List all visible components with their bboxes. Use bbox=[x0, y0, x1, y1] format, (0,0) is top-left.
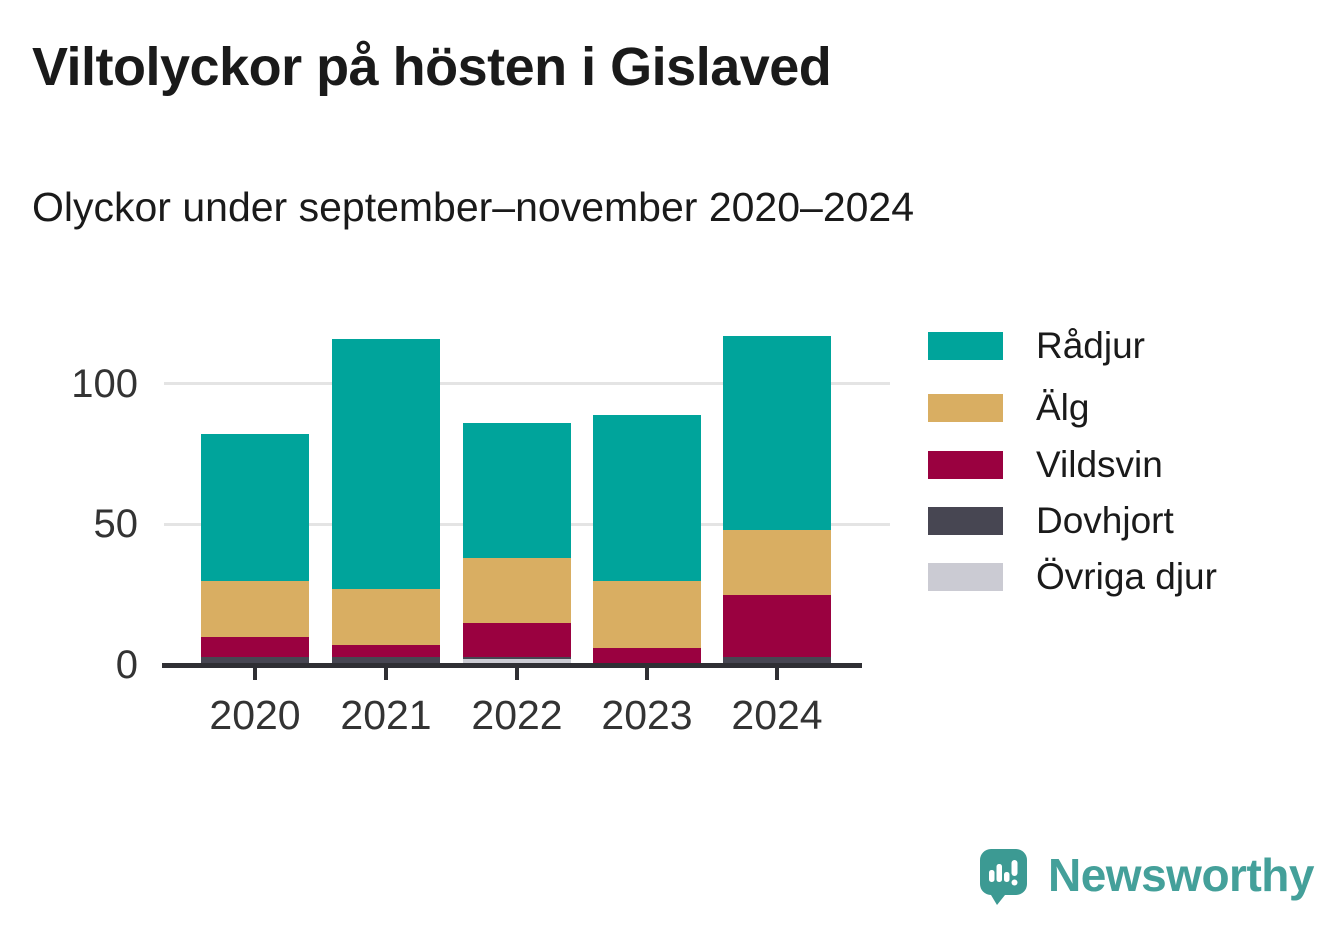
legend-item-Övriga djur: Övriga djur bbox=[928, 556, 1217, 597]
x-axis-tick-label: 2022 bbox=[471, 692, 563, 738]
chart-title: Viltolyckor på hösten i Gislaved bbox=[32, 37, 832, 97]
legend-swatch bbox=[928, 451, 1003, 479]
x-axis-tick bbox=[253, 665, 257, 680]
x-axis-tick-label: 2023 bbox=[601, 692, 693, 738]
newsworthy-bubble-icon bbox=[980, 849, 1027, 905]
x-axis-tick bbox=[384, 665, 388, 680]
newsworthy-logo: Newsworthy bbox=[980, 849, 1314, 906]
bar-segment-2021-Rådjur bbox=[332, 338, 440, 589]
bar-segment-2024-Älg bbox=[723, 529, 831, 595]
x-axis-tick bbox=[515, 665, 519, 680]
legend-swatch bbox=[928, 507, 1003, 535]
bar-segment-2020-Älg bbox=[201, 580, 309, 637]
y-axis-tick-label: 100 bbox=[71, 361, 138, 406]
x-axis-tick-label: 2020 bbox=[209, 692, 301, 738]
legend-swatch bbox=[928, 563, 1003, 591]
bar-segment-2020-Vildsvin bbox=[201, 636, 309, 657]
bar-segment-2022-Älg bbox=[463, 558, 571, 623]
gridline-y100 bbox=[164, 382, 890, 386]
bar-segment-2024-Vildsvin bbox=[723, 594, 831, 657]
legend-label: Dovhjort bbox=[1036, 500, 1174, 541]
legend-label: Älg bbox=[1036, 387, 1090, 428]
newsworthy-wordmark: Newsworthy bbox=[1048, 849, 1314, 901]
x-axis-line bbox=[162, 662, 862, 668]
x-axis-tick-label: 2024 bbox=[731, 692, 823, 738]
legend-swatch bbox=[928, 394, 1003, 422]
x-axis-tick bbox=[645, 665, 649, 680]
legend-label: Vildsvin bbox=[1036, 444, 1163, 485]
bar-segment-2022-Dovhjort bbox=[463, 656, 571, 660]
legend-item-Älg: Älg bbox=[928, 387, 1089, 428]
bar-segment-2023-Älg bbox=[593, 580, 701, 649]
bar-segment-2021-Älg bbox=[332, 589, 440, 646]
legend-item-Dovhjort: Dovhjort bbox=[928, 500, 1174, 541]
legend-swatch bbox=[928, 332, 1003, 360]
x-axis-tick-label: 2021 bbox=[340, 692, 432, 738]
bar-segment-2024-Rådjur bbox=[723, 335, 831, 530]
legend-label: Rådjur bbox=[1036, 325, 1145, 366]
bar-segment-2020-Dovhjort bbox=[201, 656, 309, 665]
bar-segment-2021-Dovhjort bbox=[332, 656, 440, 665]
legend-item-Rådjur: Rådjur bbox=[928, 325, 1145, 366]
bar-segment-2020-Rådjur bbox=[201, 434, 309, 581]
bar-segment-2023-Rådjur bbox=[593, 414, 701, 581]
y-axis-tick-label: 50 bbox=[93, 502, 139, 547]
bar-segment-2022-Rådjur bbox=[463, 422, 571, 559]
bar-segment-2023-Vildsvin bbox=[593, 648, 701, 665]
legend-label: Övriga djur bbox=[1036, 556, 1217, 597]
chart-subtitle: Olyckor under september–november 2020–20… bbox=[32, 184, 915, 230]
bar-segment-2022-Vildsvin bbox=[463, 622, 571, 657]
legend-item-Vildsvin: Vildsvin bbox=[928, 444, 1163, 485]
y-axis-tick-label: 0 bbox=[115, 643, 138, 687]
bar-segment-2024-Dovhjort bbox=[723, 656, 831, 665]
bar-segment-2021-Vildsvin bbox=[332, 645, 440, 657]
x-axis-tick bbox=[775, 665, 779, 680]
bar-segment-2022-Övriga djur bbox=[463, 659, 571, 665]
